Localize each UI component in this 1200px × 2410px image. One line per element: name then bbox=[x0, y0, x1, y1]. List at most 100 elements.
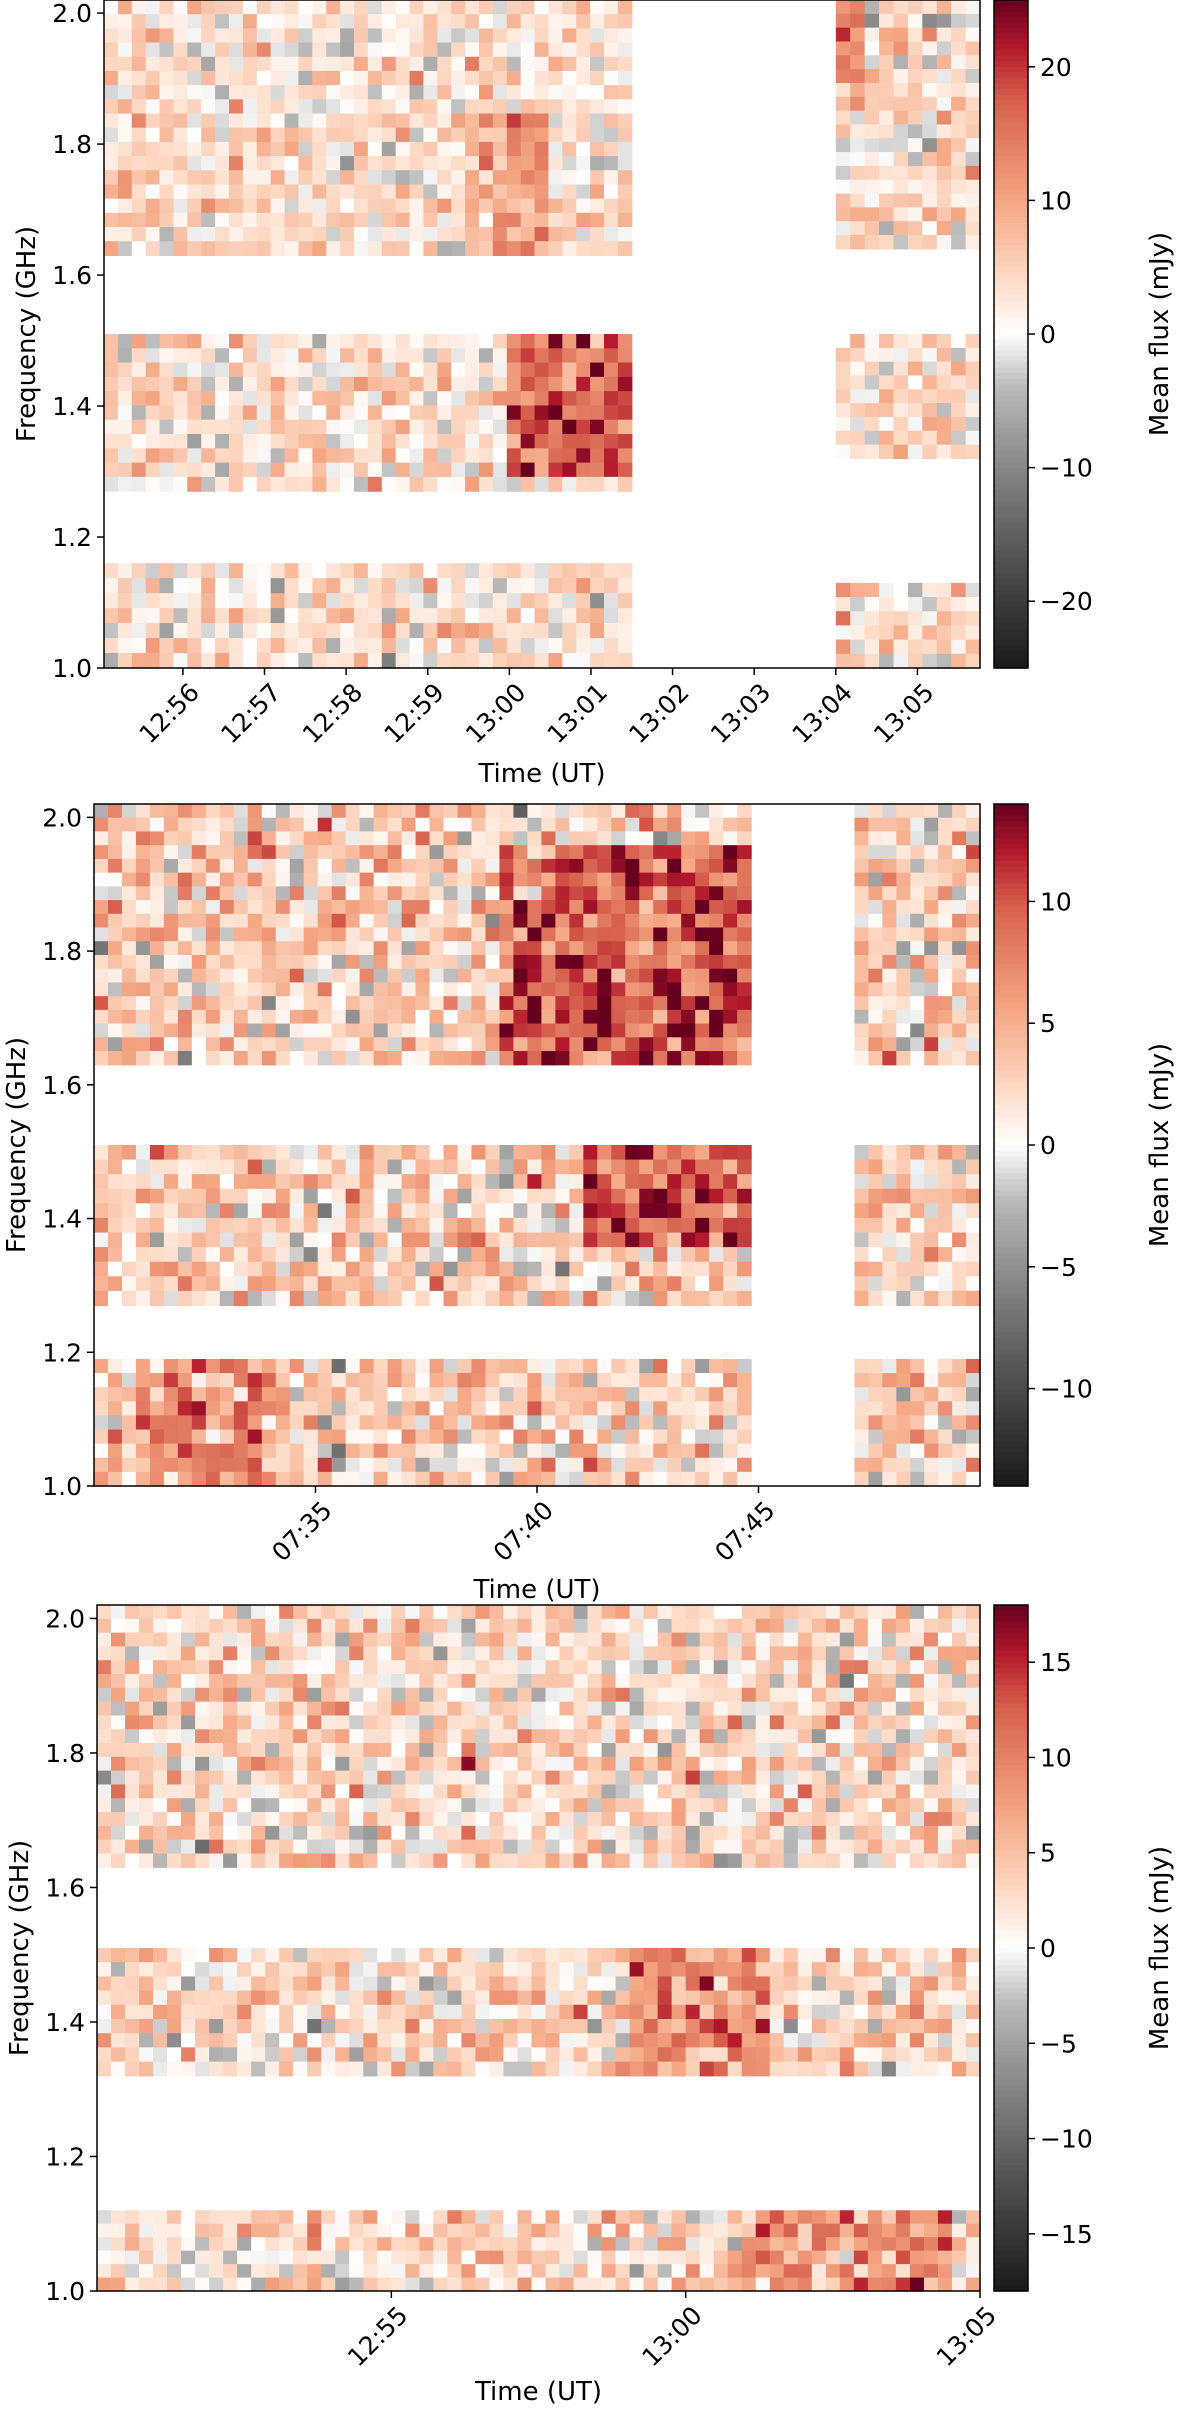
colorbar-segment bbox=[994, 606, 1028, 613]
heatmap-cell bbox=[882, 941, 897, 956]
heatmap-cell bbox=[298, 563, 313, 579]
heatmap-cell bbox=[423, 212, 438, 228]
colorbar-segment bbox=[994, 55, 1028, 62]
heatmap-cell bbox=[938, 982, 953, 997]
heatmap-cell bbox=[555, 1217, 570, 1234]
heatmap-cell bbox=[681, 968, 696, 984]
x-tick-label: 12:56 bbox=[134, 678, 205, 749]
heatmap-cell bbox=[938, 1051, 953, 1066]
heatmap-cell bbox=[317, 1443, 333, 1459]
heatmap-cell bbox=[922, 179, 938, 195]
heatmap-cell bbox=[97, 2061, 112, 2077]
colorbar-segment bbox=[994, 963, 1028, 970]
heatmap-cell bbox=[457, 1009, 473, 1025]
heatmap-cell bbox=[835, 96, 851, 112]
heatmap-cell bbox=[922, 361, 938, 377]
heatmap-cell bbox=[135, 1358, 151, 1374]
heatmap-cell bbox=[149, 817, 165, 833]
heatmap-cell bbox=[261, 1174, 277, 1190]
heatmap-cell bbox=[667, 1203, 682, 1219]
heatmap-cell bbox=[520, 348, 536, 364]
colorbar-segment bbox=[994, 77, 1028, 85]
heatmap-cell bbox=[381, 241, 397, 257]
heatmap-cell bbox=[149, 1387, 165, 1402]
heatmap-cell bbox=[723, 900, 738, 915]
heatmap-cell bbox=[405, 2210, 420, 2225]
heatmap-cell bbox=[548, 127, 563, 143]
heatmap-cell bbox=[723, 1471, 738, 1487]
heatmap-cell bbox=[359, 845, 375, 860]
heatmap-cell bbox=[429, 858, 445, 874]
heatmap-cell bbox=[534, 376, 550, 392]
heatmap-cell bbox=[409, 0, 425, 15]
heatmap-cell bbox=[233, 900, 249, 915]
heatmap-cell bbox=[465, 419, 480, 435]
heatmap-cell bbox=[359, 1217, 375, 1234]
heatmap-cell bbox=[457, 872, 473, 887]
heatmap-cell bbox=[951, 13, 967, 29]
heatmap-cell bbox=[187, 0, 202, 15]
heatmap-cell bbox=[443, 804, 459, 819]
heatmap-cell bbox=[256, 434, 272, 449]
heatmap-cell bbox=[951, 138, 967, 153]
heatmap-cell bbox=[373, 982, 389, 997]
heatmap-cell bbox=[391, 2250, 406, 2265]
heatmap-cell bbox=[534, 85, 550, 100]
heatmap-cell bbox=[215, 362, 230, 378]
heatmap-cell bbox=[569, 1443, 584, 1459]
heatmap-cell bbox=[604, 70, 619, 86]
heatmap-cell bbox=[201, 476, 216, 492]
heatmap-cell bbox=[479, 70, 494, 86]
heatmap-cell bbox=[94, 804, 109, 819]
heatmap-cell bbox=[548, 608, 563, 624]
heatmap-cell bbox=[896, 996, 911, 1011]
heatmap-cell bbox=[545, 1948, 561, 1963]
heatmap-cell bbox=[475, 1990, 491, 2006]
heatmap-cell bbox=[354, 448, 369, 464]
heatmap-cell bbox=[966, 1217, 981, 1234]
heatmap-cell bbox=[219, 1443, 235, 1459]
heatmap-cell bbox=[562, 334, 577, 349]
heatmap-cell bbox=[587, 2047, 603, 2063]
heatmap-cell bbox=[215, 127, 230, 143]
heatmap-cell bbox=[590, 141, 605, 157]
heatmap-cell bbox=[653, 1276, 668, 1292]
heatmap-cell bbox=[576, 241, 591, 257]
heatmap-cell bbox=[303, 1276, 319, 1292]
heatmap-cell bbox=[317, 1387, 333, 1402]
heatmap-cell bbox=[695, 1276, 710, 1292]
heatmap-cell bbox=[559, 1976, 575, 1992]
heatmap-cell bbox=[451, 212, 466, 228]
heatmap-cell bbox=[755, 2237, 771, 2252]
heatmap-cell bbox=[681, 1290, 696, 1307]
heatmap-cell bbox=[317, 900, 333, 915]
heatmap-cell bbox=[601, 2210, 617, 2225]
heatmap-cell bbox=[952, 941, 967, 956]
heatmap-cell bbox=[121, 886, 137, 901]
colorbar-segment bbox=[994, 189, 1028, 196]
heatmap-cell bbox=[882, 1174, 897, 1190]
heatmap-cell bbox=[489, 2210, 505, 2225]
heatmap-cell bbox=[471, 927, 487, 942]
heatmap-cell bbox=[737, 817, 752, 833]
heatmap-cell bbox=[952, 1443, 967, 1459]
heatmap-cell bbox=[951, 653, 967, 669]
heatmap-cell bbox=[326, 419, 341, 435]
colorbar-segment bbox=[994, 278, 1028, 285]
heatmap-cell bbox=[893, 597, 909, 612]
heatmap-cell bbox=[205, 1415, 221, 1431]
heatmap-cell bbox=[864, 82, 880, 98]
heatmap-cell bbox=[639, 1358, 654, 1374]
heatmap-cell bbox=[835, 193, 851, 208]
heatmap-cell bbox=[896, 1415, 911, 1431]
heatmap-cell bbox=[373, 900, 389, 915]
heatmap-cell bbox=[429, 982, 445, 997]
heatmap-cell bbox=[447, 2277, 463, 2292]
heatmap-cell bbox=[681, 1373, 696, 1388]
heatmap-cell bbox=[261, 1051, 277, 1066]
heatmap-cell bbox=[667, 1457, 682, 1473]
heatmap-cell bbox=[177, 1217, 193, 1234]
heatmap-cell bbox=[326, 348, 341, 364]
heatmap-cell bbox=[284, 391, 300, 407]
heatmap-cell bbox=[850, 347, 866, 363]
